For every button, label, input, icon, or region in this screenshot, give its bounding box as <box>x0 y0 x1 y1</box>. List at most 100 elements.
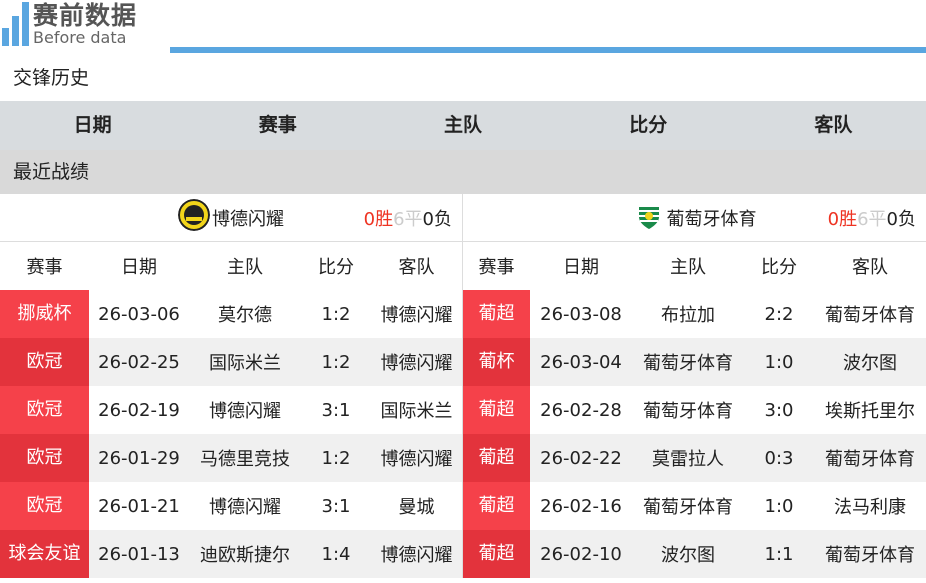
cell-competition: 葡超 <box>463 434 530 482</box>
header-score: 比分 <box>318 257 354 278</box>
cell-score: 3:1 <box>321 495 351 517</box>
cell-away: 葡萄牙体育 <box>825 449 915 470</box>
cell-date: 26-03-08 <box>540 303 622 325</box>
cell-date: 26-02-22 <box>540 447 622 469</box>
cell-score: 1:0 <box>764 495 794 517</box>
cell-home: 迪欧斯捷尔 <box>200 545 290 566</box>
table-row[interactable]: 葡超 26-02-28 葡萄牙体育 3:0 埃斯托里尔 <box>463 386 926 434</box>
cell-score: 1:4 <box>321 543 351 565</box>
cell-date: 26-02-25 <box>98 351 180 373</box>
cell-date: 26-01-21 <box>98 495 180 517</box>
cell-competition: 葡超 <box>463 530 530 578</box>
cell-date: 26-02-19 <box>98 399 180 421</box>
col-competition: 赛事 <box>258 114 297 136</box>
cell-date: 26-02-28 <box>540 399 622 421</box>
cell-date: 26-03-04 <box>540 351 622 373</box>
cell-date: 26-02-16 <box>540 495 622 517</box>
logo-title: 赛前数据 <box>33 1 138 30</box>
header-away: 客队 <box>852 257 888 278</box>
cell-away: 博德闪耀 <box>380 353 453 374</box>
cell-home: 莫雷拉人 <box>652 449 724 470</box>
sporting-cp-crest-icon <box>633 199 667 236</box>
cell-away: 葡萄牙体育 <box>825 545 915 566</box>
header-date: 日期 <box>121 257 157 278</box>
cell-home: 葡萄牙体育 <box>643 497 733 518</box>
logo: 赛前数据 Before data <box>2 2 137 46</box>
cell-date: 26-02-10 <box>540 543 622 565</box>
wins: 0胜 <box>827 208 858 230</box>
table-row[interactable]: 葡超 26-02-10 波尔图 1:1 葡萄牙体育 <box>463 530 926 578</box>
cell-home: 波尔图 <box>661 545 715 566</box>
cell-score: 1:2 <box>321 351 351 373</box>
cell-home: 博德闪耀 <box>209 497 281 518</box>
cell-competition: 葡超 <box>463 482 530 530</box>
cell-competition: 欧冠 <box>0 338 89 386</box>
table-row[interactable]: 葡超 26-02-22 莫雷拉人 0:3 葡萄牙体育 <box>463 434 926 482</box>
cell-away: 葡萄牙体育 <box>825 305 915 326</box>
table-row[interactable]: 葡杯 26-03-04 葡萄牙体育 1:0 波尔图 <box>463 338 926 386</box>
header-home: 主队 <box>227 257 263 278</box>
header: 赛前数据 Before data <box>0 0 926 56</box>
team-panel-0: 博德闪耀 0胜6平0负 赛事 日期 主队 比分 客队 挪威杯 26-03-06 莫尔德 1:2 博… <box>0 194 463 578</box>
cell-home: 葡萄牙体育 <box>643 353 733 374</box>
header-away: 客队 <box>398 257 435 278</box>
team-panel-1: 葡萄牙体育 0胜6平0负 赛事 日期 主队 比分 客队 葡超 26-03-08 布拉加 2:2 葡… <box>463 194 926 578</box>
bodo-glimt-crest-icon <box>178 199 212 236</box>
cell-away: 埃斯托里尔 <box>825 401 915 422</box>
cell-competition: 葡超 <box>463 386 530 434</box>
table-row[interactable]: 欧冠 26-02-25 国际米兰 1:2 博德闪耀 <box>0 338 462 386</box>
cell-competition: 欧冠 <box>0 434 89 482</box>
cell-score: 3:0 <box>764 399 794 421</box>
wins: 0胜 <box>363 208 394 230</box>
cell-away: 博德闪耀 <box>380 545 453 566</box>
col-away: 客队 <box>814 114 853 136</box>
header-competition: 赛事 <box>478 257 515 278</box>
table-header: 赛事 日期 主队 比分 客队 <box>0 242 462 290</box>
header-score: 比分 <box>761 257 797 278</box>
team-record: 0胜6平0负 <box>364 205 452 231</box>
cell-home: 布拉加 <box>661 305 715 326</box>
team-name[interactable]: 葡萄牙体育 <box>666 208 757 230</box>
table-row[interactable]: 葡超 26-03-08 布拉加 2:2 葡萄牙体育 <box>463 290 926 338</box>
table-row[interactable]: 葡超 26-02-16 葡萄牙体育 1:0 法马利康 <box>463 482 926 530</box>
header-date: 日期 <box>563 257 599 278</box>
header-divider <box>170 47 926 53</box>
cell-date: 26-03-06 <box>98 303 180 325</box>
cell-away: 波尔图 <box>843 353 897 374</box>
table-row[interactable]: 欧冠 26-02-19 博德闪耀 3:1 国际米兰 <box>0 386 462 434</box>
team-name[interactable]: 博德闪耀 <box>212 208 284 230</box>
table-row[interactable]: 欧冠 26-01-29 马德里竞技 1:2 博德闪耀 <box>0 434 462 482</box>
col-date: 日期 <box>73 114 112 136</box>
cell-competition: 欧冠 <box>0 386 89 434</box>
losses: 0负 <box>422 208 452 230</box>
cell-score: 0:3 <box>764 447 794 469</box>
section-title: 交锋历史 <box>13 67 90 89</box>
cell-home: 莫尔德 <box>218 305 272 326</box>
cell-score: 1:2 <box>321 447 351 469</box>
col-score: 比分 <box>629 114 668 136</box>
draws: 6平 <box>857 208 887 230</box>
cell-score: 1:2 <box>321 303 351 325</box>
cell-competition: 欧冠 <box>0 482 89 530</box>
table-header: 赛事 日期 主队 比分 客队 <box>463 242 926 290</box>
h2h-column-header: 日期 赛事 主队 比分 客队 <box>0 101 926 150</box>
col-home: 主队 <box>444 114 483 136</box>
cell-competition: 球会友谊 <box>0 530 89 578</box>
table-row[interactable]: 欧冠 26-01-21 博德闪耀 3:1 曼城 <box>0 482 462 530</box>
cell-away: 博德闪耀 <box>380 305 453 326</box>
cell-score: 3:1 <box>321 399 351 421</box>
header-competition: 赛事 <box>26 257 63 278</box>
logo-subtitle: Before data <box>33 28 127 47</box>
team-header: 葡萄牙体育 0胜6平0负 <box>463 194 926 242</box>
cell-away: 法马利康 <box>834 497 906 518</box>
draws: 6平 <box>393 208 423 230</box>
cell-date: 26-01-13 <box>98 543 180 565</box>
team-header: 博德闪耀 0胜6平0负 <box>0 194 462 242</box>
cell-away: 国际米兰 <box>380 401 453 422</box>
header-home: 主队 <box>670 257 706 278</box>
team-record: 0胜6平0负 <box>828 205 916 231</box>
table-row[interactable]: 球会友谊 26-01-13 迪欧斯捷尔 1:4 博德闪耀 <box>0 530 462 578</box>
table-row[interactable]: 挪威杯 26-03-06 莫尔德 1:2 博德闪耀 <box>0 290 462 338</box>
cell-home: 国际米兰 <box>209 353 281 374</box>
cell-competition: 葡超 <box>463 290 530 338</box>
